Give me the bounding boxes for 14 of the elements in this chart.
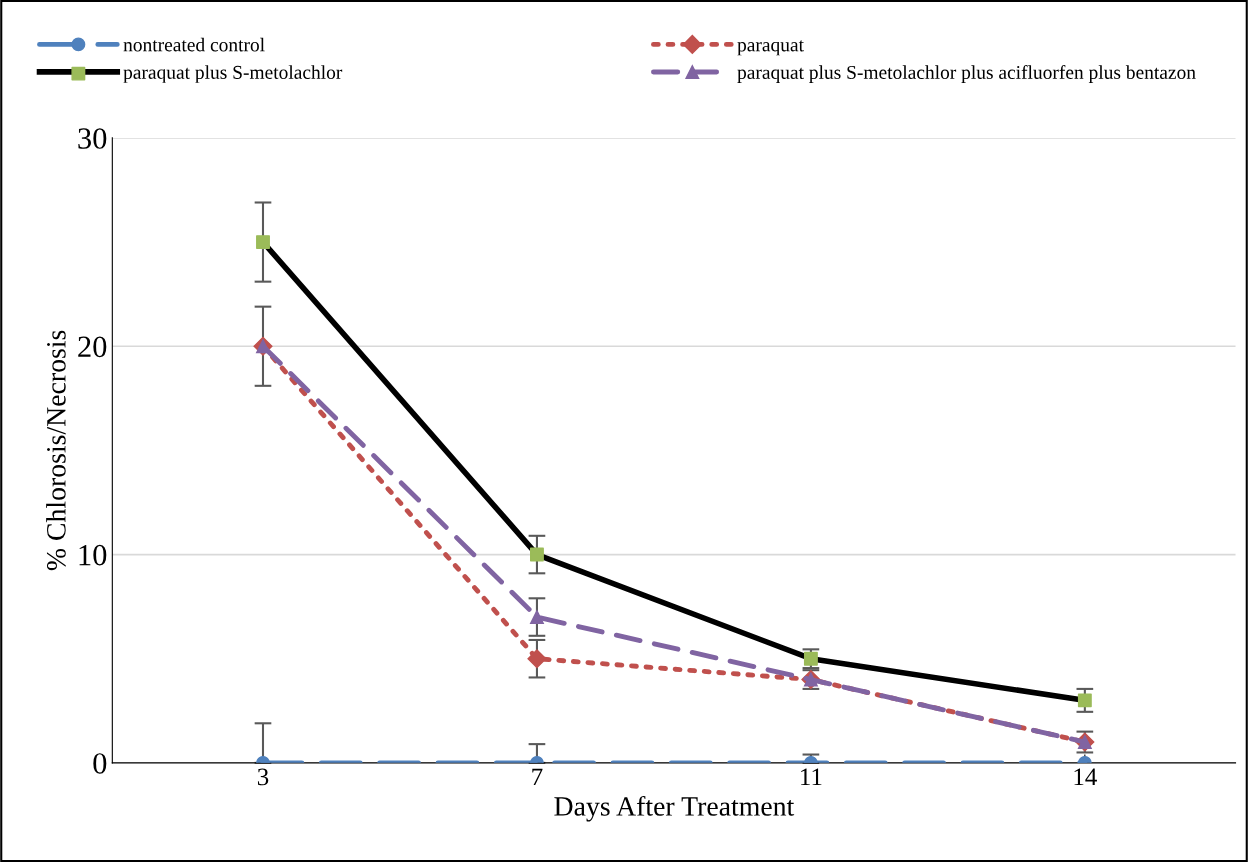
y-tick-label: 20 [78,336,107,358]
x-tick-label: 7 [532,768,543,786]
legend-label: paraquat plus S-metolachlor plus acifluorfen plus bentazon [737,65,1196,83]
y-tick-label: 30 [78,128,107,149]
legend-label: paraquat plus S-metolachlor [123,65,343,83]
y-tick-label: 10 [79,544,107,566]
x-axis-title: Days After Treatment [554,795,795,822]
legend-label: nontreated control [123,37,265,52]
x-tick-label: 11 [801,768,822,786]
y-axis-title: % Chlorosis/Necrosis [46,330,66,571]
x-tick-label: 3 [257,768,269,786]
y-tick-label: 0 [93,753,107,774]
x-tick-label: 14 [1074,768,1097,786]
legend-label: paraquat [737,40,804,56]
